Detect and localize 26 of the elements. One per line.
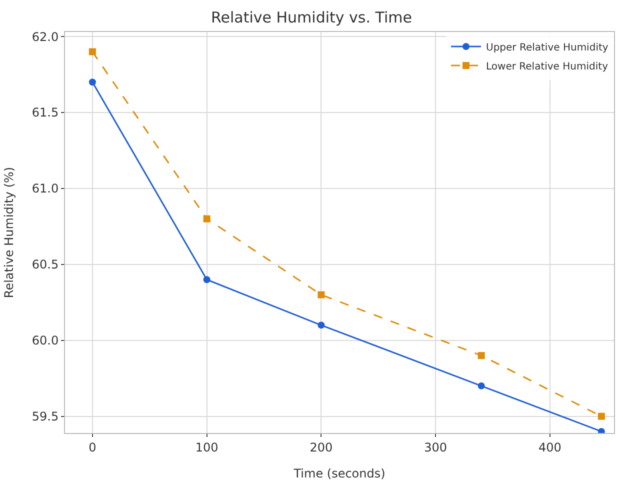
point [598,428,605,433]
y-tick-label: 60.0 [32,334,59,348]
x-tick-label: 400 [538,440,562,454]
y-tick-label: 61.5 [32,106,59,120]
y-tick-label: 62.0 [32,30,59,44]
y-tick-label: 61.0 [32,182,59,196]
point [318,291,325,298]
x-tick-label: 200 [310,440,333,454]
point [203,215,210,222]
point [318,322,325,329]
legend-label: Upper Relative Humidity [486,42,608,54]
y-tick-label: 59.5 [32,409,59,424]
point [598,412,605,420]
y-tick-label: 60.5 [32,258,59,272]
point [88,48,96,56]
chart-title: Relative Humidity vs. Time [211,8,412,27]
x-tick-label: 300 [424,440,448,454]
point [478,382,485,390]
legend-label: Lower Relative Humidity [486,61,608,72]
point [203,276,210,284]
x-tick-label: 0 [88,440,96,454]
x-tick-label: 100 [195,440,218,454]
y-axis-title: Relative Humidity (%) [2,166,16,298]
point [478,352,485,360]
x-axis-title: Time (seconds) [292,466,386,480]
point [88,78,96,86]
